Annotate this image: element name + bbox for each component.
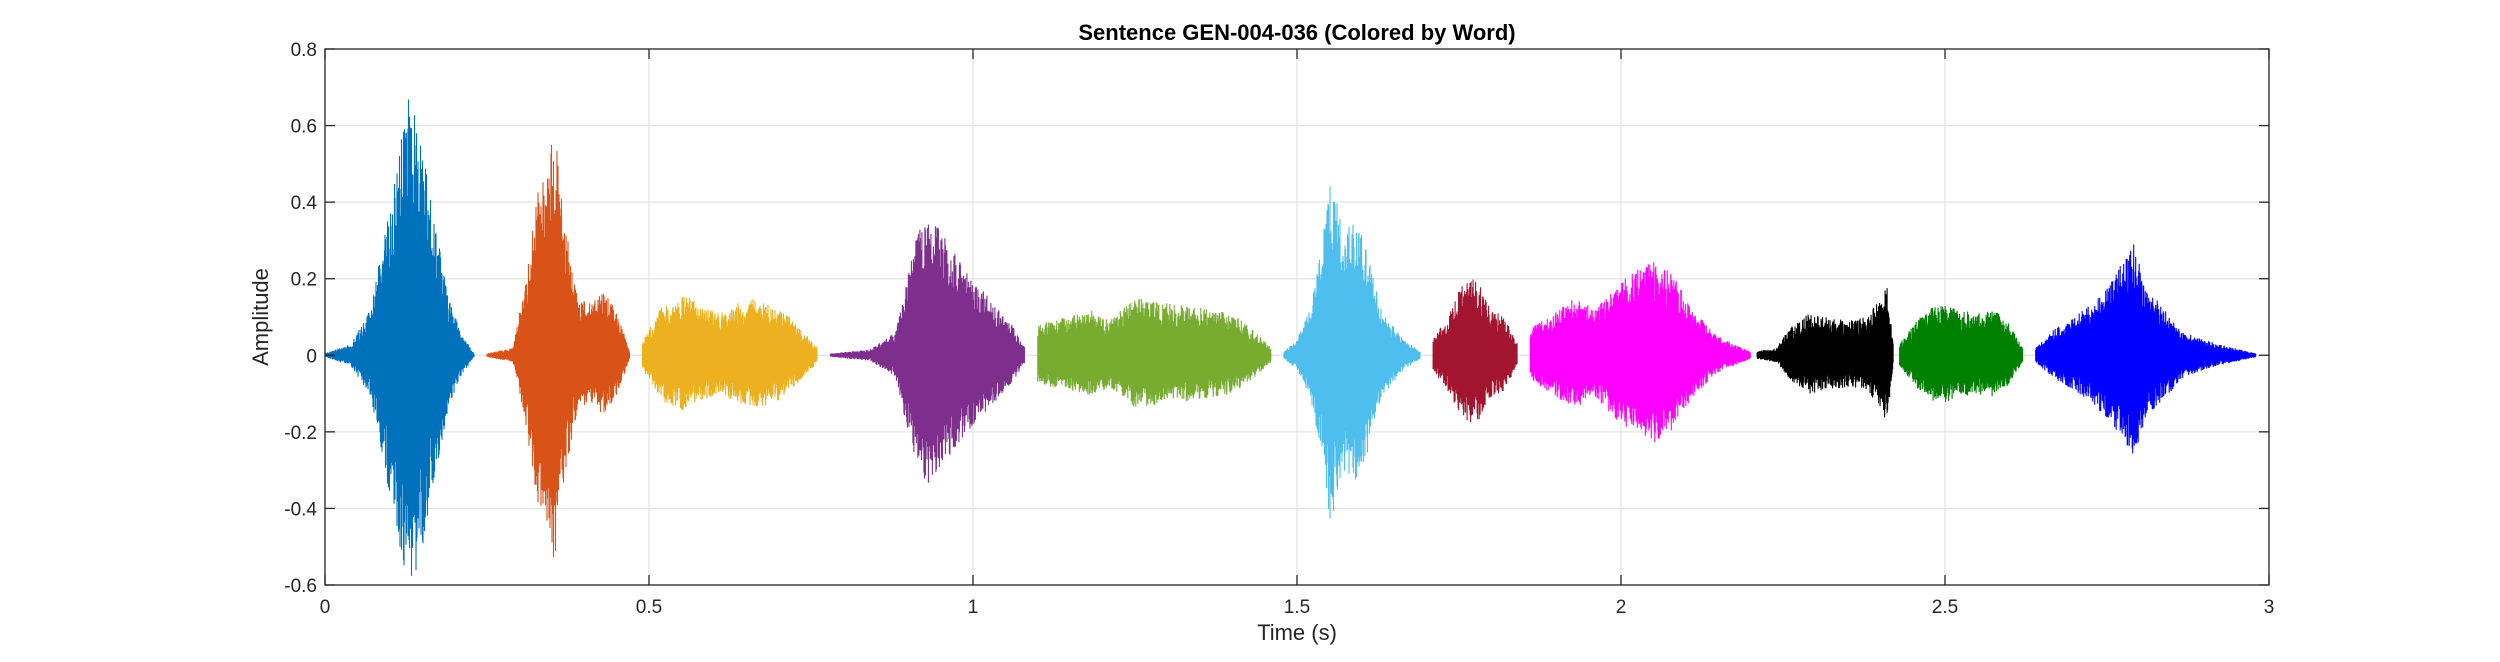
x-tick-label: 0 <box>320 597 331 618</box>
word-waveform-3 <box>641 296 818 411</box>
x-axis-label: Time (s) <box>1257 620 1337 645</box>
word-waveform-11 <box>2035 244 2257 454</box>
y-tick-label: 0.6 <box>291 117 317 138</box>
word-waveform-6 <box>1283 186 1421 519</box>
x-tick-label: 2.5 <box>1932 597 1958 618</box>
x-tick-label: 1.5 <box>1284 597 1310 618</box>
word-waveform-9 <box>1756 288 1894 418</box>
y-tick-label: -0.2 <box>284 423 317 444</box>
y-tick-label: 0 <box>306 346 317 367</box>
word-waveform-1 <box>324 99 475 576</box>
y-tick-label: 0.8 <box>291 40 317 61</box>
x-tick-label: 1 <box>968 597 979 618</box>
y-tick-label: -0.6 <box>284 576 317 597</box>
chart-title: Sentence GEN-004-036 (Colored by Word) <box>1078 20 1515 45</box>
y-tick-label: 0.2 <box>291 270 317 291</box>
x-tick-label: 3 <box>2264 597 2275 618</box>
y-tick-label: -0.4 <box>284 499 317 520</box>
x-tick-label: 0.5 <box>636 597 662 618</box>
axis-ticks: 0 0.5 1 1.5 2 2.5 3 -0.6 -0.4 -0.2 0 0.2 0.4 0.6 0.8 <box>284 40 2274 618</box>
word-waveform-5 <box>1037 298 1272 407</box>
y-axis-label: Amplitude <box>248 268 273 366</box>
word-waveform-10 <box>1899 305 2024 402</box>
word-waveform-4 <box>829 224 1025 483</box>
word-waveform-7 <box>1432 279 1518 423</box>
word-waveform-2 <box>486 144 631 558</box>
word-waveform-8 <box>1529 262 1751 443</box>
y-tick-label: 0.4 <box>291 193 318 214</box>
x-tick-label: 2 <box>1616 597 1627 618</box>
waveform-series <box>324 99 2257 576</box>
